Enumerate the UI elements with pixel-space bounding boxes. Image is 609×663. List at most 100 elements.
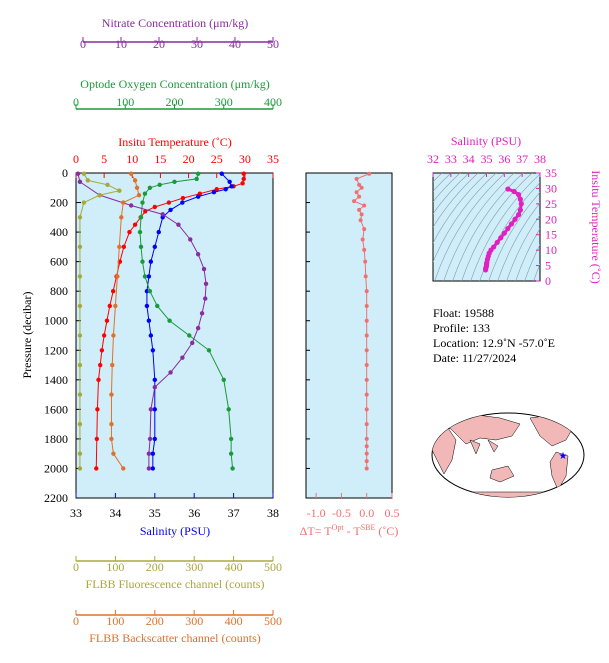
ts-point [517, 207, 523, 213]
delta-tick-label: -1.0 [307, 506, 326, 520]
ts-point [505, 186, 511, 192]
delta-point [364, 392, 369, 397]
temperature-point [127, 229, 132, 235]
nitrate-point [146, 451, 152, 456]
oxygen-point [142, 191, 148, 196]
salinity-point [219, 171, 224, 176]
salinity-point [152, 436, 157, 442]
ts-density-contour [524, 244, 540, 281]
temperature-line [95, 173, 245, 469]
salinity-point [168, 207, 173, 213]
delta-point [364, 422, 369, 427]
fluorescence-point [77, 392, 83, 397]
delta-series-group [352, 171, 372, 471]
temperature-axis-label: Insitu Temperature (˚C) [118, 135, 232, 149]
delta-tick-label: 0.0 [359, 506, 374, 520]
map-india-seasia [469, 439, 499, 455]
oxygen-ticks: 0 100 200 300 400 [73, 95, 282, 109]
oxygen-point [230, 466, 235, 471]
ts-density-contour [433, 173, 479, 228]
salinity-point [211, 190, 217, 195]
ts-salinity-tick-label: 32 [427, 152, 439, 166]
salinity-point [180, 200, 185, 205]
temperature-tick-label: 0 [73, 152, 79, 166]
pressure-tick-label: 0 [62, 166, 68, 180]
profile-number: Profile: 133 [433, 321, 490, 335]
ts-temperature-tick-label: 0 [545, 274, 551, 288]
oxygen-point [140, 200, 145, 205]
ts-point [498, 235, 504, 241]
backscatter-tick-label: 400 [225, 614, 243, 628]
nitrate-point [199, 311, 205, 316]
delta-point [364, 363, 369, 368]
nitrate-point [201, 266, 207, 272]
temperature-point [94, 436, 100, 442]
ts-salinity-tick-label: 36 [498, 152, 510, 166]
nitrate-point [203, 296, 208, 301]
ts-density-contour [434, 173, 506, 281]
oxygen-point [140, 259, 145, 264]
ts-temperature-tick-label: 20 [545, 212, 557, 226]
temperature-tick-label: 10 [126, 152, 138, 166]
pressure-tick-label: 600 [50, 255, 68, 269]
backscatter-point [132, 178, 138, 183]
temperature-point [107, 303, 112, 309]
oxygen-tick-label: 0 [73, 95, 79, 109]
delta-point [362, 247, 367, 252]
backscatter-tick-label: 100 [106, 614, 124, 628]
backscatter-tick-label: 200 [146, 614, 164, 628]
delta-point [359, 185, 364, 190]
map-antarctica [439, 491, 581, 497]
oxygen-tick-label: 400 [264, 95, 282, 109]
ts-point [505, 225, 511, 232]
ts-point [512, 216, 518, 222]
salinity-axis-label: Salinity (PSU) [140, 524, 210, 538]
series-ts [483, 186, 524, 273]
pressure-axis-label: Pressure (decibar) [20, 292, 34, 379]
nitrate-axis-label: Nitrate Concentration (μm/kg) [102, 16, 248, 30]
fluorescence-point [77, 466, 83, 471]
float-location: Location: 12.9˚N -57.0˚E [433, 336, 555, 350]
ts-temperature-tick-label: 30 [545, 181, 557, 195]
nitrate-tick-label: 40 [229, 37, 241, 51]
salinity-tick-label: 33 [70, 506, 82, 520]
pressure-tick-label: 400 [50, 225, 68, 239]
profile-plot-area [75, 172, 274, 499]
ts-density-contour [433, 173, 488, 244]
nitrate-point [152, 385, 157, 390]
salinity-point [148, 259, 154, 264]
oxygen-point [137, 229, 143, 235]
temperature-point [241, 176, 246, 182]
oxygen-point [206, 348, 212, 353]
nitrate-tick-label: 0 [80, 37, 86, 51]
nitrate-point [188, 237, 193, 242]
pressure-tick-label: 2200 [44, 491, 68, 505]
salinity-tick-label: 38 [267, 506, 279, 520]
oxygen-axis-label: Optode Oxygen Concentration (μm/kg) [80, 77, 269, 91]
nitrate-tick-label: 10 [115, 37, 127, 51]
ts-point [516, 212, 522, 218]
delta-point [364, 333, 369, 338]
backscatter-point [111, 451, 116, 456]
backscatter-tick-label: 300 [185, 614, 203, 628]
salinity-point [148, 333, 154, 338]
temperature-point [152, 204, 157, 210]
nitrate-point [203, 281, 209, 286]
nitrate-point [128, 203, 134, 208]
ts-salinity-axis-label: Salinity (PSU) [451, 134, 521, 148]
backscatter-point [109, 436, 114, 442]
backscatter-point [115, 274, 120, 279]
fluorescence-point [77, 303, 83, 309]
nitrate-point [190, 340, 195, 346]
delta-point [363, 259, 368, 264]
delta-point [358, 218, 363, 223]
temperature-point [143, 209, 148, 214]
delta-point [354, 190, 359, 195]
nitrate-point [160, 212, 165, 217]
backscatter-tick-label: 0 [73, 614, 79, 628]
delta-point [364, 466, 369, 471]
fluorescence-axis: 0 100 200 300 400 500 FLBB Fluorescence chann… [73, 556, 282, 591]
delta-point [354, 176, 359, 181]
fluorescence-point [81, 200, 87, 205]
